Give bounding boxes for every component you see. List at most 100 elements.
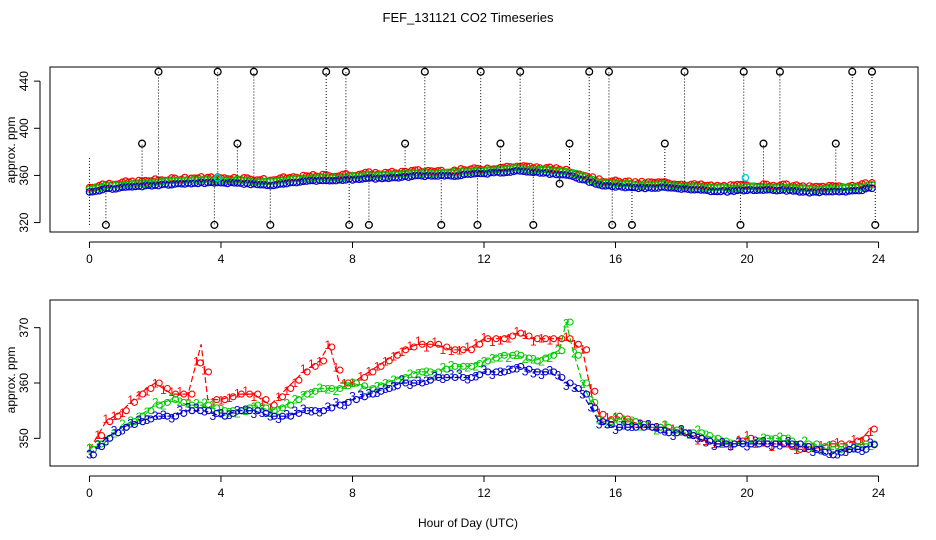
bottom-series-3-marker: 3 (678, 423, 685, 437)
bottom-series-1-point (221, 396, 229, 404)
bottom-series-3-marker: 3 (735, 435, 742, 449)
bottom-series-2-marker: 2 (300, 388, 307, 402)
bottom-series-2-marker: 2 (481, 355, 488, 369)
bottom-series-2-marker: 2 (851, 440, 858, 454)
bottom-series-1-point (295, 376, 303, 384)
bottom-series-1-point (393, 351, 402, 359)
bottom-series-3-marker: 3 (818, 444, 825, 458)
top-flagged-point (565, 139, 574, 148)
bottom-series-2-marker: 2 (670, 424, 677, 438)
bottom-series-2-point (418, 368, 426, 376)
bottom-series-2-marker: 2 (645, 419, 652, 433)
bottom-series-1-point (320, 357, 328, 365)
bottom-series-3-marker: 3 (612, 423, 619, 437)
bottom-series-2-marker: 2 (826, 439, 833, 453)
bottom-series-3-point (172, 412, 180, 420)
bottom-series-1-marker: 1 (415, 334, 422, 348)
bottom-series-2-marker: 2 (497, 351, 504, 365)
bottom-series-2-marker: 2 (596, 412, 603, 426)
bottom-series-1-marker: 1 (851, 432, 858, 446)
bottom-series-3-point (780, 440, 788, 448)
bottom-series-3-point (640, 423, 648, 431)
bottom-series-3-point (122, 423, 130, 431)
bottom-series-3-marker: 3 (744, 439, 751, 453)
bottom-series-3-point (739, 440, 747, 448)
bottom-series-1-point (459, 346, 467, 354)
bottom-series-1-marker: 1 (768, 440, 775, 454)
bottom-series-3-point (467, 373, 476, 382)
bottom-series-1-point (311, 362, 319, 370)
bottom-series-2-marker: 2 (842, 441, 849, 455)
bottom-series-3-marker: 3 (588, 400, 595, 414)
bottom-series-2-marker: 2 (415, 366, 422, 380)
bottom-series-1-point (196, 359, 204, 367)
top-flagged-point (848, 67, 857, 76)
bottom-series-3-marker: 3 (456, 367, 463, 381)
bottom-series-1-marker: 1 (440, 343, 447, 357)
bottom-series-3-marker: 3 (571, 381, 578, 395)
bottom-series-2-marker: 2 (834, 441, 841, 455)
top-flagged-point (585, 67, 594, 76)
top-y-axis-label: approx. ppm (4, 117, 18, 184)
bottom-series-3-point (476, 371, 484, 379)
bottom-series-3-point (435, 373, 443, 382)
bottom-series-1-marker: 1 (185, 390, 192, 404)
bottom-series-2-marker: 2 (218, 403, 225, 417)
bottom-series-3-marker: 3 (851, 441, 858, 455)
bottom-series-3-point (196, 407, 204, 415)
bottom-series-3-point (262, 409, 270, 417)
bottom-series-3-marker: 3 (234, 403, 241, 417)
bottom-series-1-marker: 1 (826, 438, 833, 452)
bottom-series-1-point (870, 425, 878, 433)
bottom-series-3-marker: 3 (694, 432, 701, 446)
bottom-series-3-point (583, 390, 591, 398)
bottom-series-3-point (180, 409, 188, 417)
bottom-series-1-point (566, 335, 574, 343)
bottom-series-3-point (377, 387, 385, 395)
bottom-series-3-marker: 3 (390, 380, 397, 394)
bottom-series-1-marker: 1 (604, 411, 611, 425)
bottom-series-1-marker: 1 (596, 406, 603, 420)
bottom-series-3-marker: 3 (777, 439, 784, 453)
bottom-series-3-point (796, 440, 804, 448)
top-flagged-point (154, 67, 163, 76)
bottom-series-1-marker: 1 (259, 395, 266, 409)
bottom-series-1-point (509, 332, 517, 340)
bottom-series-2-marker: 2 (119, 417, 126, 431)
bottom-series-2-point (443, 365, 451, 373)
bottom-series-1-point (246, 390, 254, 398)
bottom-series-1-point (98, 432, 106, 440)
top-flagged-point (249, 67, 258, 76)
bottom-series-3-marker: 3 (218, 407, 225, 421)
top-y-tick-label: 440 (17, 71, 31, 91)
bottom-series-3-marker: 3 (645, 418, 652, 432)
bottom-series-3-point (287, 412, 295, 420)
bottom-series-2-marker: 2 (316, 381, 323, 395)
bottom-series-1-marker: 1 (152, 377, 159, 391)
bottom-series-1-point (385, 357, 393, 365)
bottom-series-1-marker: 1 (218, 394, 225, 408)
bottom-series-1-marker: 1 (793, 443, 800, 457)
bottom-series-1-point (188, 390, 196, 398)
bottom-series-2-marker: 2 (234, 406, 241, 420)
top-series2-point (868, 181, 876, 189)
bottom-series-2-marker: 2 (744, 434, 751, 448)
bottom-series-2-marker: 2 (193, 397, 200, 411)
bottom-series-3-point (689, 432, 697, 440)
bottom-series-1-marker: 1 (489, 335, 496, 349)
bottom-series-2-point (607, 418, 615, 426)
bottom-series-2-point (583, 379, 591, 387)
bottom-series-2-point (640, 420, 648, 429)
bottom-series-2-point (303, 390, 311, 398)
bottom-series-1-point (262, 396, 270, 404)
bottom-series-2-point (492, 354, 500, 362)
bottom-series-1-marker: 1 (842, 440, 849, 454)
bottom-series-1-marker: 1 (275, 390, 282, 404)
bottom-series-2-marker: 2 (366, 384, 373, 398)
top-x-tick-label: 12 (477, 252, 491, 266)
bottom-series-3-marker: 3 (752, 434, 759, 448)
bottom-x-tick-label: 0 (86, 486, 93, 500)
bottom-series-3-point (854, 445, 862, 453)
bottom-series-1-marker: 1 (168, 385, 175, 399)
bottom-series-1-marker: 1 (563, 330, 570, 344)
